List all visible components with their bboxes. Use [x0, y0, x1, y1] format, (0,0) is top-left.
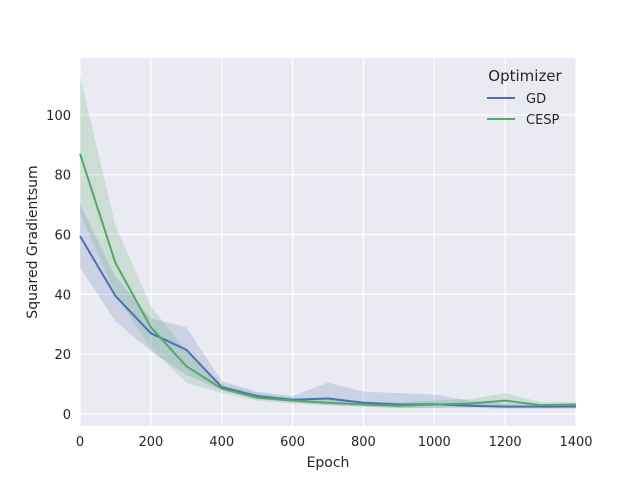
- legend-label-gd: GD: [526, 92, 546, 107]
- y-tick-label: 40: [54, 288, 71, 303]
- confidence-bands: [80, 76, 576, 409]
- plot-background: [80, 58, 576, 426]
- legend: Optimizer GD CESP: [487, 67, 563, 128]
- y-tick-label: 60: [54, 229, 71, 244]
- y-tick-label: 20: [54, 348, 71, 363]
- gd-line: [79, 235, 576, 408]
- gd-confidence-band: [80, 204, 576, 409]
- x-tick-label: 600: [280, 435, 305, 450]
- grid: [79, 58, 577, 426]
- y-tick-labels: 0 20 40 60 80 100: [46, 109, 71, 423]
- y-tick-label: 0: [63, 408, 71, 423]
- x-tick-label: 1200: [489, 435, 522, 450]
- x-axis-label: Epoch: [307, 455, 350, 471]
- series-lines: [79, 153, 577, 408]
- x-tick-label: 200: [138, 435, 163, 450]
- y-tick-label: 80: [54, 169, 71, 184]
- x-tick-label: 400: [209, 435, 234, 450]
- y-axis-label: Squared Gradientsum: [25, 165, 41, 318]
- legend-label-cesp: CESP: [526, 113, 560, 128]
- cesp-line: [79, 153, 577, 407]
- x-tick-label: 800: [351, 435, 376, 450]
- x-tick-label: 0: [76, 435, 84, 450]
- x-tick-label: 1400: [559, 435, 592, 450]
- y-tick-label: 100: [46, 109, 71, 124]
- x-tick-labels: 0 200 400 600 800 1000 1200 1400: [76, 435, 593, 450]
- x-tick-label: 1000: [418, 435, 451, 450]
- legend-title: Optimizer: [488, 67, 562, 85]
